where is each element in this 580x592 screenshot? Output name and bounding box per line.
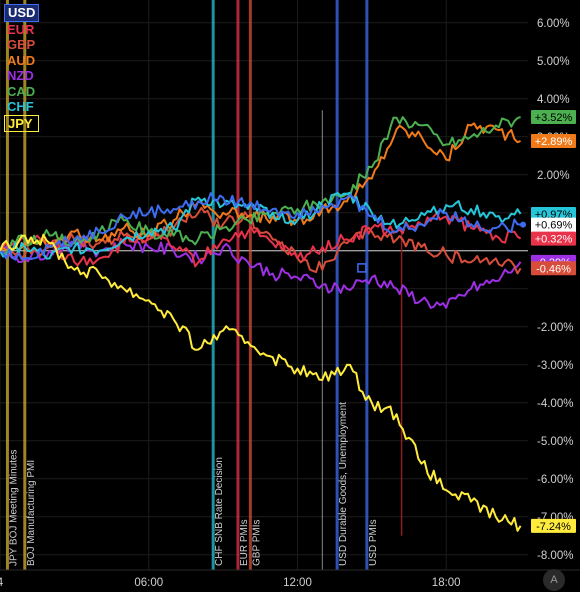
y-tick-label: 4.00% xyxy=(537,94,570,106)
y-tick-label: -4.00% xyxy=(537,398,573,410)
series-line-gbp[interactable] xyxy=(0,206,522,275)
legend-item-aud[interactable]: AUD xyxy=(7,52,36,68)
series-endpoint-usd xyxy=(520,221,527,228)
legend-item-jpy[interactable]: JPY xyxy=(4,114,40,132)
legend-item-eur[interactable]: EUR xyxy=(7,21,35,37)
legend-item-usd[interactable]: USD xyxy=(4,4,40,22)
value-badge xyxy=(531,110,576,125)
event-label: BOJ Manufacturing PMI xyxy=(26,460,37,566)
event-label: USD Durable Goods, Unemployment xyxy=(338,402,349,566)
series-line-chf[interactable] xyxy=(0,191,522,260)
legend-item-cad[interactable]: CAD xyxy=(7,83,36,99)
value-badge xyxy=(531,518,576,533)
series-line-jpy[interactable] xyxy=(0,233,522,532)
x-tick-label: 18:00 xyxy=(432,577,461,589)
value-badge-label: -7.24% xyxy=(536,521,571,533)
y-tick-label: 2.00% xyxy=(537,170,570,182)
value-badge xyxy=(531,206,576,221)
value-badge-label: +2.89% xyxy=(535,136,573,148)
value-badge-label: +0.32% xyxy=(535,234,573,246)
y-tick-label: -8.00% xyxy=(537,550,573,562)
x-tick-label: 12:00 xyxy=(283,577,312,589)
y-tick-label: -3.00% xyxy=(537,360,573,372)
auto-scale-button[interactable]: A xyxy=(543,569,565,591)
x-tick-label: 4 xyxy=(0,577,4,589)
value-badge-label: +3.52% xyxy=(535,112,573,124)
series-line-aud[interactable] xyxy=(0,122,521,255)
legend-item-gbp[interactable]: GBP xyxy=(7,37,36,52)
event-label: EUR PMIs xyxy=(239,519,250,566)
value-badge-label: -0.46% xyxy=(536,263,571,275)
legend: USD EUR GBP AUD NZD CAD CHF JPY xyxy=(4,4,40,132)
x-tick-label: 06:00 xyxy=(134,577,163,589)
cursor-marker xyxy=(357,263,367,273)
legend-item-nzd[interactable]: NZD xyxy=(7,68,34,83)
event-label: GBP PMIs xyxy=(251,520,262,567)
event-label: USD PMIs xyxy=(368,519,379,566)
y-tick-label: -5.00% xyxy=(537,436,573,448)
series-line-usd[interactable] xyxy=(0,192,521,261)
series-line-eur[interactable] xyxy=(0,212,522,268)
value-badge xyxy=(531,261,576,276)
value-badge xyxy=(531,133,576,148)
y-tick-label: -6.00% xyxy=(537,474,573,486)
y-tick-label: -2.00% xyxy=(537,322,573,334)
y-tick-label: 6.00% xyxy=(537,18,570,30)
value-badge xyxy=(531,231,576,246)
event-label: CHF SNB Rate Decision xyxy=(214,457,225,566)
event-label: JPY BOJ Meeting Minutes xyxy=(8,449,19,566)
y-tick-label: 5.00% xyxy=(537,56,570,68)
legend-item-chf[interactable]: CHF xyxy=(7,99,34,114)
value-badge-label: +0.69% xyxy=(535,220,573,232)
